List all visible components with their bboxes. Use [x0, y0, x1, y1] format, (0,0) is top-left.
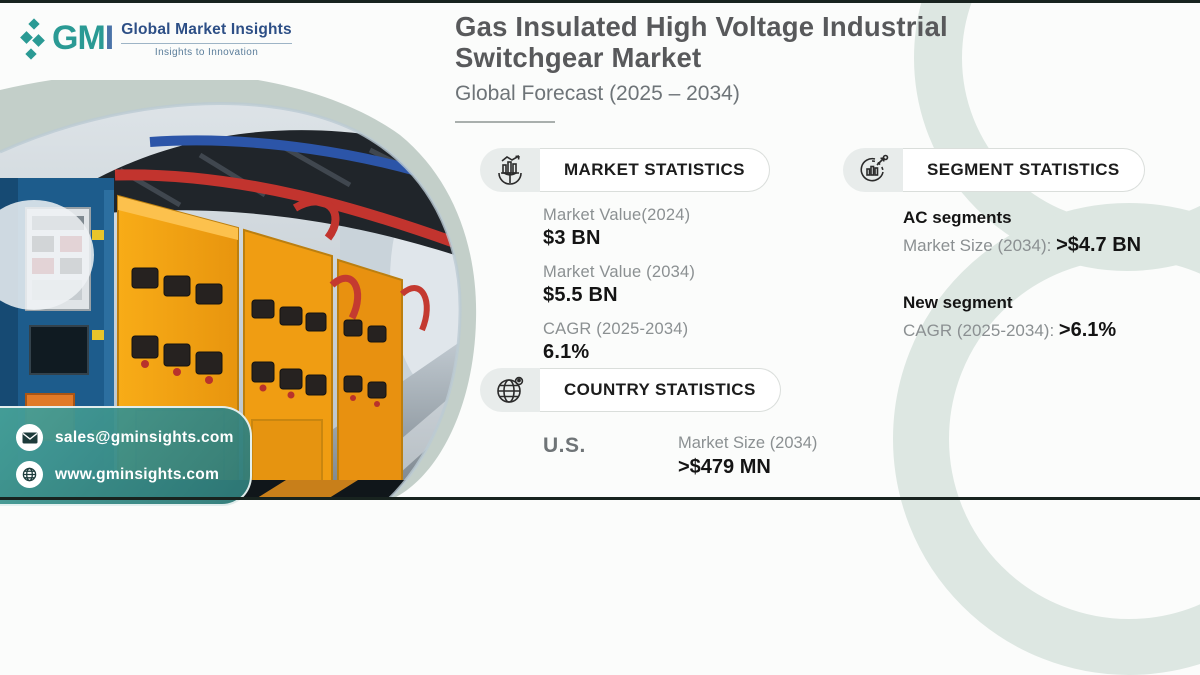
segment-ac-value: >$4.7 BN: [1056, 234, 1142, 256]
globe-bar-chart-icon: [480, 148, 540, 192]
segment-statistics-heading: SEGMENT STATISTICS: [903, 148, 1145, 192]
market-statistics-section: MARKET STATISTICS Market Value(2024) $3 …: [480, 148, 820, 377]
segment-new: New segment CAGR (2025-2034): >6.1%: [903, 293, 1117, 341]
country-name: U.S.: [543, 434, 586, 457]
logo-monogram: GMI: [52, 19, 114, 57]
market-value-2034: Market Value (2034) $5.5 BN: [543, 263, 696, 306]
contact-website-row[interactable]: www.gminsights.com: [16, 456, 234, 493]
country-stat-row: U.S. Market Size (2034) >$479 MN: [543, 434, 840, 479]
market-statistics-heading: MARKET STATISTICS: [540, 148, 770, 192]
globe-pin-icon: [480, 368, 540, 412]
contact-box: sales@gminsights.com www.gminsights.com: [0, 406, 252, 506]
country-statistics-header: COUNTRY STATISTICS: [480, 368, 781, 412]
segment-ac: AC segments Market Size (2034): >$4.7 BN: [903, 208, 1142, 256]
page-subtitle: Global Forecast (2025 – 2034): [455, 81, 740, 105]
logo-diamonds-icon: [20, 18, 45, 64]
segment-statistics-header: SEGMENT STATISTICS: [843, 148, 1145, 192]
country-statistics-heading: COUNTRY STATISTICS: [540, 368, 781, 412]
gmi-logo: GMI Global Market Insights Insights to I…: [20, 16, 292, 64]
segment-statistics-section: SEGMENT STATISTICS AC segments Market Si…: [843, 148, 1173, 378]
contact-email[interactable]: sales@gminsights.com: [55, 428, 234, 446]
website-globe-icon: [16, 461, 43, 488]
country-stat-value: >$479 MN: [678, 456, 771, 478]
subtitle-underline: [455, 120, 555, 123]
page-title: Gas Insulated High Voltage Industrial Sw…: [455, 11, 948, 73]
market-statistics-header: MARKET STATISTICS: [480, 148, 770, 192]
contact-email-row[interactable]: sales@gminsights.com: [16, 419, 234, 456]
market-cagr: CAGR (2025-2034) 6.1%: [543, 320, 689, 363]
email-icon: [16, 424, 43, 451]
market-value-2024: Market Value(2024) $3 BN: [543, 206, 691, 249]
country-statistics-section: COUNTRY STATISTICS U.S. Market Size (203…: [480, 368, 840, 479]
pie-chart-arrow-icon: [843, 148, 903, 192]
bottom-border-line: [0, 497, 1200, 500]
logo-company-name: Global Market Insights: [121, 21, 292, 38]
segment-new-value: >6.1%: [1058, 319, 1117, 341]
top-border-line: [0, 0, 1200, 3]
logo-tagline: Insights to Innovation: [121, 43, 292, 58]
contact-website[interactable]: www.gminsights.com: [55, 465, 220, 483]
country-stat-label: Market Size (2034): [678, 434, 818, 452]
